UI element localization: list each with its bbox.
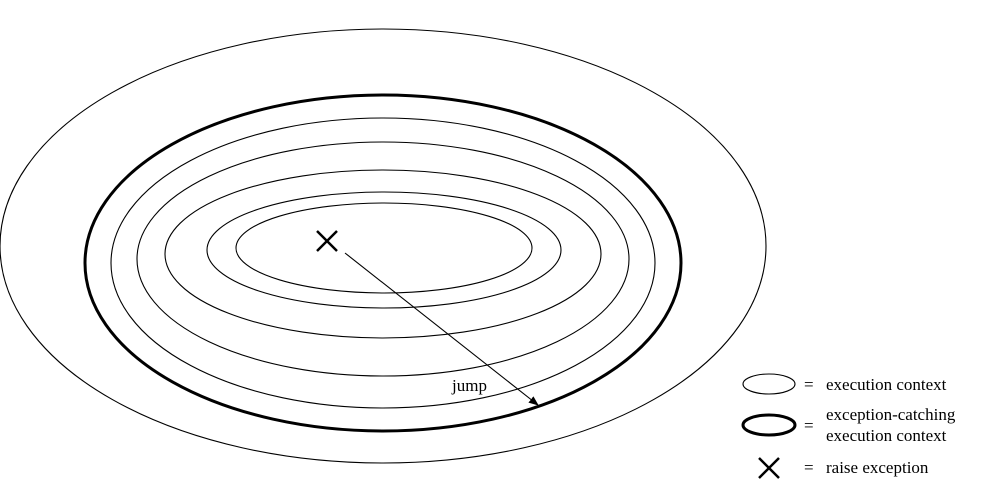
jump-label: jump (451, 376, 487, 395)
jump-arrow (344, 252, 539, 406)
execution-context-level-3 (110, 117, 656, 409)
legend-execution-context-label: execution context (826, 375, 947, 394)
outer-execution-context (0, 28, 767, 464)
legend-eq-1: = (804, 375, 814, 394)
execution-context-level-5 (164, 169, 602, 339)
execution-context-level-6 (206, 191, 562, 309)
raise-point-x-icon (316, 230, 338, 252)
legend: = execution context = exception-catching… (741, 373, 956, 479)
exception-catching-context (83, 93, 683, 433)
execution-context-level-4 (136, 141, 630, 377)
legend-x-cross-icon (758, 457, 780, 479)
legend-eq-2: = (804, 416, 814, 435)
legend-raise-exception-label: raise exception (826, 458, 929, 477)
innermost-execution-context (235, 202, 533, 294)
legend-exception-catching-label-line1: exception-catching (826, 405, 956, 424)
legend-exception-catching-label-line2: execution context (826, 426, 947, 445)
legend-exception-catching-icon (741, 413, 797, 437)
legend-execution-context-icon (742, 373, 796, 395)
legend-eq-3: = (804, 458, 814, 477)
